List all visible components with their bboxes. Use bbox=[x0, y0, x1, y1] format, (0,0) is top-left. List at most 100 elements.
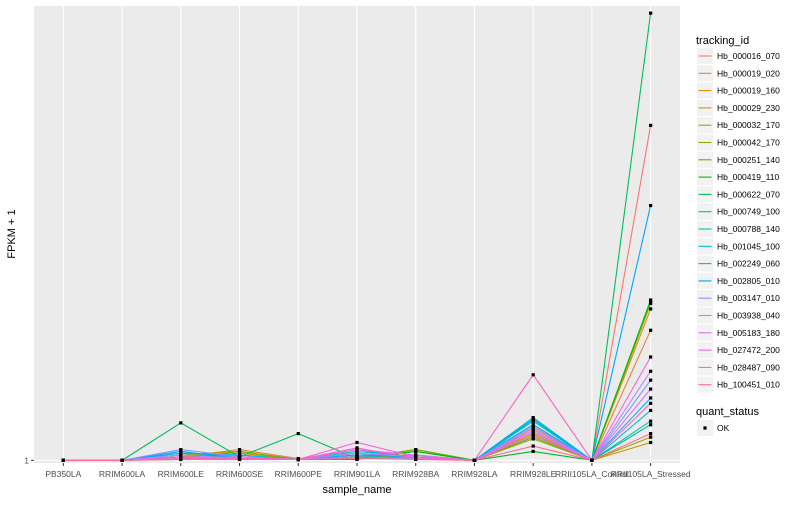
data-point bbox=[237, 449, 242, 454]
data-point bbox=[531, 433, 535, 437]
data-point bbox=[649, 298, 653, 302]
point-legend-title: quant_status bbox=[696, 406, 759, 418]
data-point bbox=[531, 449, 535, 454]
data-point bbox=[355, 456, 359, 461]
data-point bbox=[237, 448, 242, 452]
legend-label: Hb_000016_070 bbox=[717, 51, 780, 61]
data-point bbox=[355, 440, 359, 445]
data-point bbox=[237, 457, 242, 462]
legend-label: Hb_001045_100 bbox=[717, 241, 780, 251]
data-point bbox=[414, 448, 418, 452]
x-tick-label: RRIM928LE bbox=[510, 469, 557, 479]
data-point bbox=[649, 328, 653, 332]
legend-label: Hb_000622_070 bbox=[717, 189, 780, 199]
data-point bbox=[237, 455, 242, 459]
legend-label: Hb_000019_160 bbox=[717, 86, 780, 96]
x-axis: PB350LA RRIM600LA RRIM600LE RRIM600SE RRIM60… bbox=[45, 463, 691, 479]
legend-label: Hb_100451_010 bbox=[717, 380, 780, 390]
y-axis: 1 bbox=[24, 455, 34, 465]
data-point bbox=[531, 426, 535, 430]
legend-label: Hb_000032_170 bbox=[717, 120, 780, 130]
data-point bbox=[414, 455, 418, 459]
data-point bbox=[531, 373, 535, 377]
data-point bbox=[590, 458, 594, 462]
data-point bbox=[179, 455, 183, 459]
x-tick-label: RRIM600PE bbox=[275, 469, 323, 479]
data-point bbox=[355, 453, 359, 457]
x-tick-label: RRIM600SE bbox=[216, 469, 264, 479]
data-point bbox=[120, 458, 124, 462]
legend-title: tracking_id bbox=[696, 35, 749, 47]
data-point bbox=[649, 378, 653, 382]
x-tick-label: RRIM928BA bbox=[392, 469, 440, 479]
x-tick-label: RRIM600LA bbox=[99, 469, 146, 479]
legend-label: Hb_005183_180 bbox=[717, 328, 780, 338]
legend: tracking_id Hb_000016_070 Hb_000019_020 Hb… bbox=[696, 35, 780, 436]
data-point bbox=[179, 453, 183, 457]
data-point bbox=[531, 437, 535, 441]
legend-label: Hb_000419_110 bbox=[717, 172, 780, 182]
data-point bbox=[531, 428, 535, 432]
x-tick-label: RRII105LA_Stressed bbox=[611, 469, 691, 479]
data-point bbox=[531, 415, 535, 420]
data-point bbox=[649, 432, 653, 436]
data-point bbox=[649, 408, 653, 413]
data-point bbox=[531, 435, 535, 439]
legend-label: Hb_002805_010 bbox=[717, 276, 780, 286]
data-point bbox=[531, 419, 535, 423]
data-point bbox=[649, 401, 653, 405]
data-point bbox=[531, 432, 535, 436]
x-tick-label: RRII105LA_Control bbox=[555, 469, 629, 479]
data-point bbox=[179, 421, 183, 425]
data-point bbox=[649, 440, 653, 445]
grid-lines bbox=[34, 6, 680, 463]
legend-label: Hb_002249_060 bbox=[717, 259, 780, 269]
data-points bbox=[61, 11, 653, 462]
data-point bbox=[531, 423, 535, 427]
legend-label: Hb_000019_020 bbox=[717, 68, 780, 78]
point-legend-label: OK bbox=[717, 423, 730, 433]
data-point bbox=[355, 449, 359, 454]
data-point bbox=[355, 451, 359, 455]
data-point bbox=[179, 449, 183, 454]
legend-label: Hb_003938_040 bbox=[717, 311, 780, 321]
x-tick-label: RRIM928LA bbox=[451, 469, 498, 479]
data-point bbox=[237, 451, 242, 455]
data-point bbox=[649, 419, 653, 423]
data-point bbox=[414, 457, 418, 462]
y-tick-label: 1 bbox=[24, 455, 29, 465]
data-point bbox=[355, 448, 359, 452]
data-point bbox=[649, 123, 653, 127]
data-point bbox=[649, 11, 653, 15]
data-point bbox=[296, 432, 300, 436]
legend-label: Hb_000251_140 bbox=[717, 155, 780, 165]
data-point bbox=[355, 455, 359, 459]
x-tick-label: PB350LA bbox=[45, 469, 81, 479]
point-legend-swatch bbox=[703, 426, 707, 430]
data-point bbox=[355, 446, 359, 450]
legend-label: Hb_000029_230 bbox=[717, 103, 780, 113]
data-point bbox=[414, 449, 418, 454]
data-point bbox=[649, 300, 653, 304]
data-point bbox=[531, 417, 535, 421]
data-point bbox=[296, 457, 300, 462]
data-point bbox=[649, 387, 653, 391]
data-point bbox=[237, 453, 242, 457]
legend-label: Hb_000788_140 bbox=[717, 224, 780, 234]
data-point bbox=[649, 355, 653, 359]
x-tick-label: RRIM901LA bbox=[334, 469, 381, 479]
legend-label: Hb_003147_010 bbox=[717, 293, 780, 303]
data-point bbox=[179, 448, 183, 452]
legend-label: Hb_000042_170 bbox=[717, 138, 780, 148]
x-tick-label: RRIM600LE bbox=[158, 469, 205, 479]
data-point bbox=[179, 457, 183, 462]
data-point bbox=[649, 369, 653, 373]
data-point bbox=[531, 444, 535, 448]
data-point bbox=[649, 423, 653, 427]
data-point bbox=[61, 458, 65, 462]
legend-label: Hb_028487_090 bbox=[717, 362, 780, 372]
data-point bbox=[472, 458, 477, 462]
data-point bbox=[649, 301, 653, 306]
data-point bbox=[649, 307, 653, 311]
